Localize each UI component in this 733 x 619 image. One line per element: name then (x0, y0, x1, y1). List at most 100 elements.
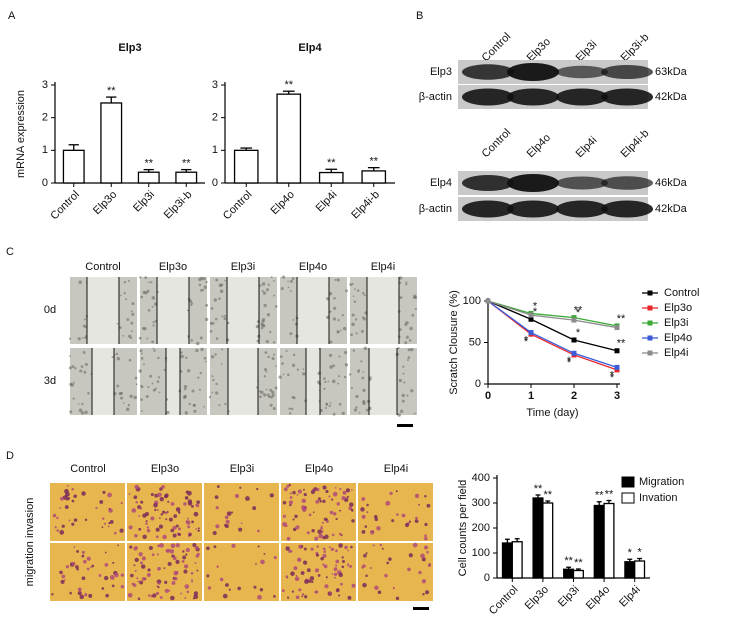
transwell-image (204, 483, 279, 541)
cell-dot (140, 357, 144, 360)
cell-dot (205, 303, 209, 307)
cell-dot (363, 294, 366, 297)
cell-dot (407, 356, 411, 359)
cell-dot (133, 583, 137, 587)
scratch-gap (228, 348, 258, 415)
y-tick-label: 100 (472, 547, 490, 559)
image-column-label: Elp3i (231, 261, 255, 273)
y-tick-label: 1 (42, 144, 48, 156)
cell-dot (139, 506, 143, 510)
cell-dot (200, 288, 203, 292)
cell-dot (153, 349, 156, 352)
cell-dot (338, 532, 342, 536)
cell-dot (142, 513, 147, 518)
cell-dot (421, 579, 426, 584)
cell-dot (412, 542, 418, 548)
cell-dot (125, 407, 130, 412)
cell-dot (166, 510, 169, 513)
cell-dot (65, 491, 70, 497)
cell-dot (84, 336, 87, 339)
cell-dot (193, 511, 199, 517)
cell-dot (209, 321, 214, 326)
legend-label: Invation (639, 492, 678, 504)
cell-dot (103, 575, 109, 581)
cell-dot (190, 339, 193, 342)
cell-dot (289, 492, 292, 495)
cell-dot (91, 564, 95, 568)
cell-dot (339, 509, 341, 512)
cell-dot (116, 384, 120, 388)
cell-dot (139, 276, 142, 279)
cell-dot (150, 516, 155, 521)
cell-dot (358, 411, 361, 414)
cell-dot (182, 550, 185, 553)
cell-dot (145, 395, 149, 399)
cell-dot (329, 310, 332, 313)
cell-dot (152, 347, 155, 350)
cell-dot (297, 489, 302, 494)
cell-dot (341, 556, 344, 559)
cell-dot (327, 380, 330, 383)
cell-dot (190, 571, 194, 575)
cell-dot (402, 365, 405, 368)
cell-dot (214, 495, 219, 499)
cell-dot (171, 581, 176, 585)
cell-dot (84, 335, 87, 338)
cell-dot (295, 595, 300, 600)
cell-dot (183, 385, 188, 389)
cell-dot (157, 492, 162, 498)
x-tick-label: Control (48, 189, 82, 223)
cell-dot (170, 543, 176, 549)
cell-dot (128, 493, 131, 495)
significance-label: * (628, 547, 633, 559)
cell-dot (82, 351, 86, 354)
cell-dot (362, 291, 365, 295)
cell-dot (168, 589, 171, 592)
cell-dot (273, 353, 276, 356)
cell-dot (292, 490, 296, 495)
image-column-label: Elp3i (230, 463, 254, 475)
point (528, 330, 534, 336)
blot-band (507, 174, 559, 192)
cell-dot (138, 552, 143, 557)
cell-dot (198, 283, 202, 287)
cell-dot (260, 326, 264, 330)
panel-letter: C (6, 246, 14, 258)
cell-dot (422, 593, 425, 596)
cell-dot (75, 565, 79, 569)
cell-dot (219, 577, 224, 582)
cell-dot (215, 382, 218, 386)
cell-dot (146, 528, 151, 533)
cell-dot (259, 395, 262, 399)
cell-dot (211, 391, 214, 394)
cell-dot (185, 356, 188, 360)
cell-dot (151, 553, 155, 557)
cell-dot (286, 596, 290, 599)
scale-bar (413, 607, 429, 610)
cell-dot (68, 337, 72, 340)
cell-dot (302, 368, 305, 370)
cell-dot (373, 515, 378, 519)
cell-dot (322, 563, 325, 566)
x-tick-label: Elp4o (269, 189, 297, 217)
cell-dot (206, 574, 210, 578)
transwell-image (204, 543, 279, 601)
cell-dot (363, 346, 368, 351)
cell-dot (399, 328, 402, 331)
cell-dot (341, 565, 345, 569)
cell-dot (172, 556, 177, 561)
cell-dot (317, 497, 321, 501)
significance-label: * (533, 300, 538, 312)
cell-dot (404, 522, 410, 528)
significance-label: ** (534, 483, 543, 495)
cell-dot (331, 573, 334, 575)
cell-dot (59, 530, 65, 535)
cell-dot (206, 546, 210, 551)
cell-dot (145, 522, 148, 525)
cell-dot (203, 405, 206, 408)
image-column-label: Elp3o (159, 261, 187, 273)
cell-dot (202, 277, 206, 281)
cell-dot (261, 289, 264, 292)
cell-dot (328, 546, 331, 549)
cell-dot (266, 313, 271, 317)
